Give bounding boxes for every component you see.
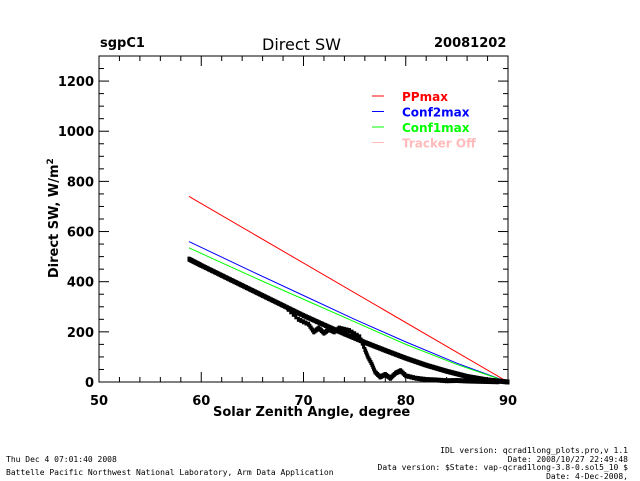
data-point	[480, 378, 484, 384]
data-point	[289, 309, 293, 315]
data-point	[437, 377, 441, 383]
x-tick-label: 70	[294, 394, 312, 409]
legend-label: PPmax	[402, 90, 448, 104]
data-point	[358, 334, 362, 340]
x-axis-label: Solar Zenith Angle, degree	[213, 405, 411, 420]
footer-data-date: Date: 4-Dec-2008,	[546, 472, 628, 481]
data-point	[429, 377, 433, 383]
legend-label: Conf2max	[402, 106, 470, 120]
data-point	[475, 378, 479, 384]
y-tick-label: 800	[67, 175, 94, 190]
data-point	[491, 379, 495, 385]
data-point	[337, 325, 341, 331]
data-point	[432, 377, 436, 383]
data-point	[445, 378, 449, 384]
data-point	[406, 373, 410, 379]
data-point	[463, 378, 467, 384]
series-line-conf2max	[188, 241, 509, 383]
data-point	[465, 378, 469, 384]
data-point	[414, 375, 418, 381]
x-tick-label: 90	[499, 394, 517, 409]
data-point	[488, 379, 492, 385]
y-tick-label: 1000	[58, 125, 94, 140]
data-point	[442, 378, 446, 384]
x-tick-label: 50	[90, 394, 108, 409]
series-line-ppmax	[188, 195, 509, 383]
y-tick-label: 200	[67, 326, 94, 341]
y-tick-label: 1200	[58, 75, 94, 90]
data-point	[304, 320, 308, 326]
data-point	[286, 306, 290, 312]
data-point	[342, 326, 346, 332]
data-point	[483, 378, 487, 384]
data-point	[411, 375, 415, 381]
data-point	[350, 329, 354, 335]
x-tick-label: 60	[192, 394, 210, 409]
data-point	[362, 343, 366, 349]
y-tick-label: 400	[67, 276, 94, 291]
data-point	[345, 327, 349, 333]
data-point	[299, 318, 303, 324]
y-tick-label: 0	[85, 376, 94, 391]
data-point	[422, 376, 426, 382]
data-point	[478, 378, 482, 384]
x-tick-label: 80	[397, 394, 415, 409]
chart-title: Direct SW	[262, 35, 341, 54]
data-point	[506, 379, 510, 385]
data-point	[340, 326, 344, 332]
legend-label: Conf1max	[402, 121, 470, 135]
data-point	[348, 328, 352, 334]
data-point	[470, 378, 474, 384]
site-label: sgpC1	[100, 36, 145, 51]
series-line-conf1max	[188, 247, 509, 383]
data-point	[360, 340, 364, 346]
data-point	[496, 379, 500, 385]
data-point	[296, 316, 300, 322]
data-point	[359, 337, 363, 343]
data-point	[353, 331, 357, 337]
data-point	[417, 376, 421, 382]
data-point	[447, 378, 451, 384]
footer-timestamp: Thu Dec 4 07:01:40 2008	[6, 455, 117, 464]
data-point	[424, 376, 428, 382]
legend-label: Tracker Off	[402, 137, 476, 151]
data-point	[450, 378, 454, 384]
data-point	[493, 379, 497, 385]
data-point	[473, 378, 477, 384]
data-point	[409, 374, 413, 380]
data-point	[419, 376, 423, 382]
data-point	[355, 332, 359, 338]
footer-idl-date: Date: 2008/10/27 22:49:48	[507, 455, 628, 464]
data-point	[468, 378, 472, 384]
data-point	[427, 377, 431, 383]
data-point	[294, 314, 298, 320]
data-point	[457, 378, 461, 384]
data-point	[452, 378, 456, 384]
data-point	[455, 377, 459, 383]
data-point	[460, 378, 464, 384]
data-point	[404, 373, 408, 379]
data-point	[291, 311, 295, 317]
data-point	[302, 319, 305, 325]
data-point	[486, 378, 490, 384]
footer-data-version: Data version: $State: vap-qcrad1long-3.8…	[377, 463, 628, 472]
date-label: 20081202	[434, 36, 507, 51]
footer-organization: Battelle Pacific Northwest National Labo…	[6, 468, 334, 477]
data-point	[440, 377, 444, 383]
data-point	[434, 377, 438, 383]
footer-idl-version: IDL version: qcrad1long_plots.pro,v 1.1	[440, 446, 628, 455]
y-tick-label: 600	[67, 226, 94, 241]
